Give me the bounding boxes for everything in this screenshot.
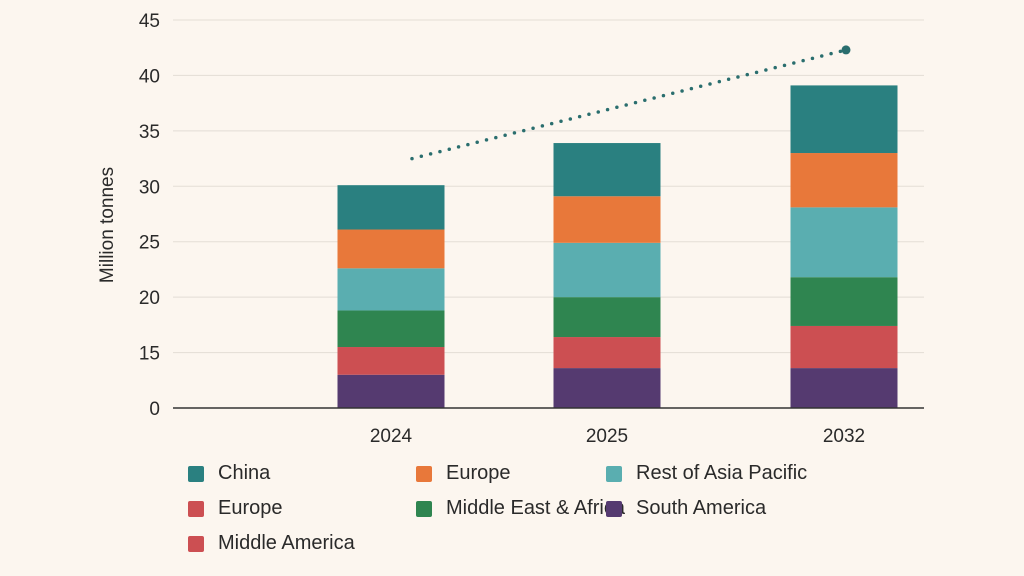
legend-item: Rest of Asia Pacific [606,462,807,485]
legend-item: Europe [188,497,283,520]
y-tick-label: 35 [139,122,160,143]
legend-swatch [606,465,622,482]
bar-segment-middle-east-africa-2032 [790,277,898,326]
x-tick-label: 2032 [823,426,865,447]
bar-segment-china-2024 [337,185,445,230]
y-axis-title: Million tonnes [97,167,118,283]
trend-end-marker [841,45,851,55]
legend-swatch [188,535,204,552]
legend: China Europe Rest of Asia Pacific Europe Mid… [188,462,888,572]
bar-segment-europe-2025 [553,337,661,369]
bar-segment-rest-of-asia-pacific-2024 [337,268,445,311]
bar-segment-south-america-2032 [790,368,898,408]
legend-label: Rest of Asia Pacific [636,462,808,484]
legend-swatch [188,500,204,517]
bars [337,85,898,408]
y-tick-label: 25 [139,233,160,254]
trend-line [410,45,851,161]
bar-stack-2024 [337,185,445,408]
bar-stack-2025 [553,143,661,408]
bar-segment-middle-east-africa-2025 [553,297,661,338]
legend-label: South America [636,497,767,519]
y-tick-label: 45 [139,11,160,32]
y-tick-label: 40 [139,66,160,87]
bar-segment-europe-2024 [337,229,445,269]
trend-dotted-line [410,48,848,161]
y-tick-label: 0 [149,399,160,420]
legend-item: Middle East & Africa [416,497,625,520]
legend-label: Europe [218,497,283,519]
bar-segment-europe-2032 [790,153,898,208]
legend-label: Middle America [218,532,355,554]
gridlines [173,19,924,354]
bar-stack-2032 [790,85,898,408]
legend-item: Middle America [188,532,355,555]
bar-segment-europe-2032 [790,325,898,369]
bar-segment-europe-2024 [337,347,445,375]
legend-swatch [606,500,622,517]
bar-segment-china-2032 [790,85,898,154]
legend-swatch [188,465,204,482]
legend-swatch [416,500,432,517]
y-tick-label: 15 [139,344,160,365]
bar-segment-middle-east-africa-2024 [337,310,445,348]
y-axis-ticks: 0 15 20 25 30 35 40 45 [139,11,160,420]
y-tick-label: 20 [139,288,160,309]
legend-item: South America [606,497,766,520]
bar-segment-rest-of-asia-pacific-2032 [790,207,898,278]
x-tick-label: 2025 [586,426,628,447]
legend-item: Europe [416,462,511,485]
x-tick-label: 2024 [370,426,413,447]
legend-label: Middle East & Africa [446,497,625,519]
bar-segment-europe-2025 [553,196,661,243]
bar-segment-china-2025 [553,143,661,197]
legend-label: China [218,462,271,484]
legend-label: Europe [446,462,511,484]
x-axis-labels: 2024 2025 2032 [370,426,865,447]
legend-item: China [188,462,270,485]
legend-swatch [416,465,432,482]
bar-segment-south-america-2024 [337,374,445,408]
bar-segment-rest-of-asia-pacific-2025 [553,242,661,298]
bar-segment-south-america-2025 [553,368,661,408]
y-tick-label: 30 [139,177,160,198]
